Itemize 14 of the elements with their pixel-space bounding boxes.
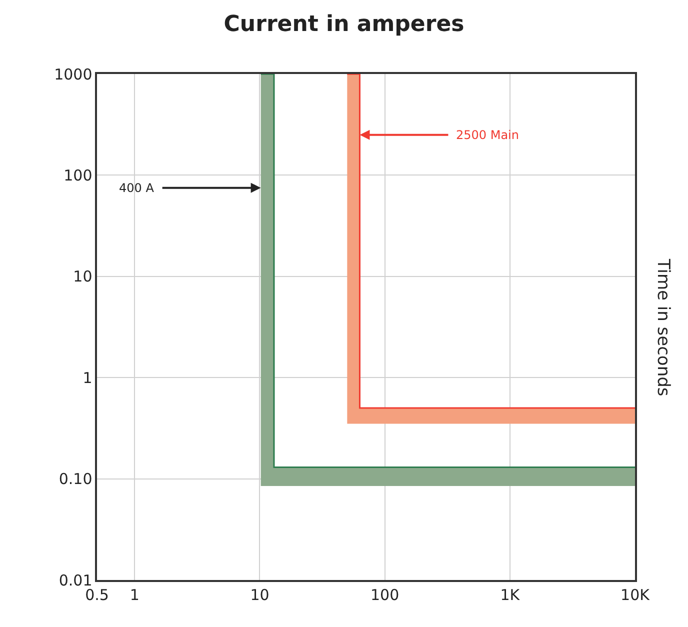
- y-tick-label: 10: [73, 268, 92, 286]
- x-tick-label: 1: [130, 586, 140, 604]
- x-tick-label: 1K: [500, 586, 521, 604]
- x-tick-label: 10K: [620, 586, 651, 604]
- x-tick-label: 10: [250, 586, 270, 604]
- y-tick-label: 1: [82, 368, 92, 387]
- y-tick-label: 100: [64, 166, 92, 184]
- y-tick-label: 1000: [54, 65, 92, 84]
- annotation: 400 A: [119, 181, 155, 195]
- y-axis-title: Time in seconds: [653, 258, 674, 396]
- annotation: 2500 Main: [456, 128, 519, 142]
- chart-title: Current in amperes: [224, 12, 464, 38]
- x-tick-label: 100: [370, 586, 400, 604]
- y-tick-label: 0.10: [58, 470, 92, 488]
